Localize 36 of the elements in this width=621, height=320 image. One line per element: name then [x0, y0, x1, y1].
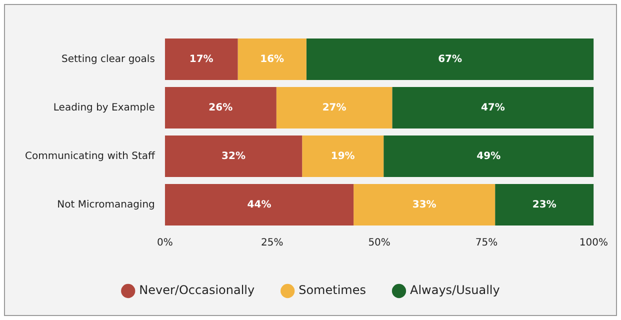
x-tick-label: 25%	[260, 238, 284, 249]
bar	[276, 87, 392, 128]
data-label: 67%	[438, 54, 462, 65]
legend-label: Never/Occasionally	[139, 283, 255, 298]
bar	[495, 184, 594, 226]
x-tick-label: 75%	[475, 238, 498, 249]
data-label: 32%	[222, 150, 246, 162]
bar	[302, 136, 384, 177]
x-tick-label: 0%	[156, 238, 173, 249]
data-label: 26%	[208, 102, 233, 114]
bar	[164, 38, 238, 80]
bar	[354, 184, 496, 226]
data-label: 44%	[247, 199, 272, 210]
data-label: 23%	[532, 199, 556, 210]
bar	[164, 87, 276, 128]
legend-label: Sometimes	[298, 283, 366, 298]
data-label: 33%	[412, 199, 436, 210]
x-tick-label: 50%	[368, 238, 390, 249]
bar	[164, 136, 302, 177]
data-label: 19%	[330, 150, 355, 162]
data-label: 17%	[189, 54, 214, 65]
data-label: 49%	[476, 150, 501, 162]
y-tick-label: Not Micromanaging	[57, 199, 155, 210]
data-label: 27%	[322, 102, 346, 114]
bar	[238, 38, 306, 80]
bar	[306, 38, 594, 80]
y-tick-label: Setting clear goals	[61, 54, 155, 65]
y-tick-label: Leading by Example	[53, 102, 155, 114]
legend-label: Always/Usually	[410, 283, 500, 298]
bar	[392, 87, 594, 128]
y-tick-label: Communicating with Staff	[24, 150, 156, 162]
data-label: 47%	[480, 102, 505, 114]
bar	[384, 136, 594, 177]
bar	[164, 184, 354, 226]
x-tick-label: 100%	[579, 238, 608, 249]
data-label: 16%	[260, 54, 284, 65]
